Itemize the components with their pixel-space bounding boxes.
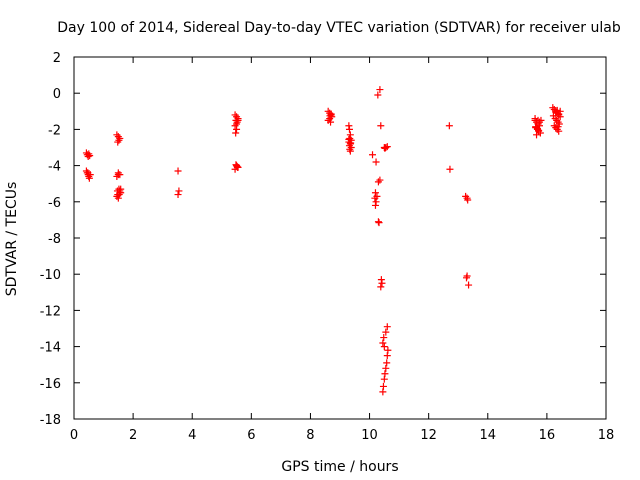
data-point: [374, 178, 382, 186]
y-tick-label: -12: [40, 304, 61, 319]
data-point: [115, 191, 123, 199]
data-point: [114, 194, 122, 202]
data-point: [445, 122, 453, 130]
data-point: [549, 112, 557, 120]
x-tick-label: 8: [306, 428, 314, 443]
x-tick-label: 0: [70, 428, 78, 443]
data-point: [326, 112, 334, 120]
data-point: [376, 86, 384, 94]
chart-title: Day 100 of 2014, Sidereal Day-to-day VTE…: [57, 20, 621, 36]
data-point: [379, 382, 387, 390]
data-point: [553, 106, 561, 114]
data-point: [114, 138, 122, 146]
x-tick-label: 16: [539, 428, 556, 443]
y-tick-label: -6: [48, 196, 61, 211]
data-point: [380, 334, 388, 342]
data-point: [383, 323, 391, 331]
data-point: [175, 187, 183, 195]
data-point: [379, 339, 387, 347]
y-axis-label: SDTVAR / TECUs: [4, 182, 20, 297]
data-point: [465, 281, 473, 289]
data-point: [347, 139, 355, 147]
data-point: [327, 118, 335, 126]
x-tick-label: 2: [129, 428, 137, 443]
y-tick-label: 2: [53, 51, 61, 66]
data-point: [555, 110, 563, 118]
y-tick-label: -16: [40, 377, 61, 392]
data-point: [554, 123, 562, 131]
x-tick-label: 12: [420, 428, 437, 443]
data-point: [382, 364, 390, 372]
data-point: [374, 91, 382, 99]
data-point: [537, 116, 545, 124]
data-point: [369, 151, 377, 159]
data-point: [86, 152, 94, 160]
data-point: [371, 194, 379, 202]
data-points: [82, 86, 564, 396]
data-point: [234, 116, 242, 124]
y-tick-label: -18: [40, 413, 61, 428]
y-tick-label: 0: [53, 87, 61, 102]
data-point: [380, 343, 388, 351]
data-point: [384, 346, 392, 354]
data-point: [375, 219, 383, 227]
x-tick-label: 4: [188, 428, 196, 443]
data-point: [233, 125, 241, 133]
data-point: [381, 144, 389, 152]
y-tick-label: -4: [48, 160, 61, 175]
data-point: [84, 169, 92, 177]
data-point: [232, 129, 240, 137]
data-point: [535, 126, 543, 134]
data-point: [377, 122, 385, 130]
data-point: [382, 144, 390, 151]
x-tick-label: 10: [361, 428, 378, 443]
data-point: [377, 283, 385, 291]
data-point: [345, 125, 353, 133]
plot-frame: [73, 56, 607, 420]
y-tick-label: -14: [40, 341, 61, 356]
data-point: [114, 171, 122, 179]
y-tick-label: -8: [48, 232, 61, 247]
data-point: [371, 201, 379, 209]
data-point: [345, 135, 353, 143]
data-point: [378, 279, 386, 287]
x-tick-label: 18: [598, 428, 615, 443]
data-point: [376, 176, 384, 184]
data-point: [372, 158, 380, 166]
y-tick-label: -10: [40, 268, 61, 283]
data-point: [117, 185, 125, 193]
data-point: [464, 196, 472, 204]
data-point: [231, 165, 239, 173]
x-axis-label: GPS time / hours: [281, 459, 398, 475]
data-point: [446, 165, 454, 173]
data-point: [382, 328, 390, 336]
data-point: [174, 191, 182, 199]
data-point: [383, 359, 391, 367]
x-tick-label: 6: [247, 428, 255, 443]
data-point: [346, 147, 354, 155]
data-point: [174, 167, 182, 175]
data-point: [533, 131, 541, 139]
data-point: [231, 122, 239, 130]
y-tick-label: -2: [48, 123, 61, 138]
data-point: [381, 370, 389, 378]
data-point: [85, 174, 93, 182]
x-tick-label: 14: [480, 428, 497, 443]
data-point: [463, 272, 471, 280]
